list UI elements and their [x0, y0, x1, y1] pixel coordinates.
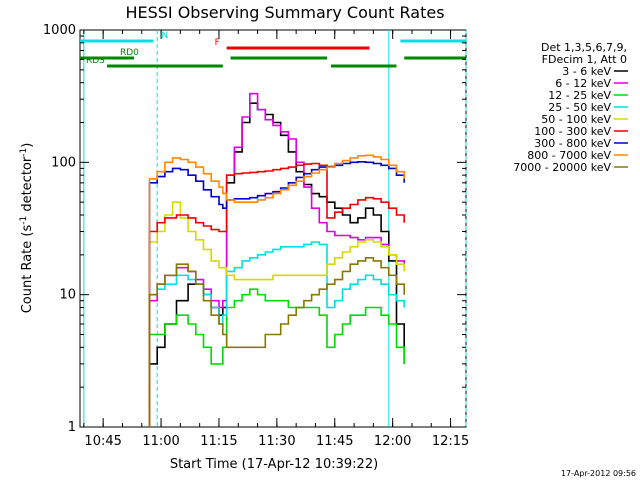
y-axis-label-part: Count Rate (s	[20, 225, 35, 314]
y-axis-label-part: -1	[19, 148, 29, 157]
series-lines	[148, 92, 405, 427]
y-axis-label: Count Rate (s-1 detector-1)	[19, 143, 35, 314]
y-axis-label-part: detector	[20, 156, 35, 216]
y-tick-label: 1000	[43, 23, 76, 38]
orbit-markers	[83, 30, 467, 427]
y-axis-label-part: )	[20, 143, 35, 148]
y-axis-label-part: -1	[19, 216, 29, 225]
legend: Det 1,3,5,6,7,9,FDecim 1, Att 03 - 6 keV…	[513, 41, 628, 174]
series-line	[148, 161, 405, 427]
status-bars: N F RD0 RDS	[80, 31, 466, 68]
series-line	[148, 288, 405, 427]
legend-entry-label: 50 - 100 keV	[541, 113, 611, 126]
y-tick-label: 100	[51, 155, 76, 170]
status-bar-label: N	[161, 31, 168, 41]
status-bar-label: RD0	[120, 48, 139, 58]
x-tick-label: 12:15	[432, 434, 469, 449]
legend-header: Det 1,3,5,6,7,9,	[541, 41, 627, 54]
x-tick-label: 11:45	[316, 434, 353, 449]
legend-entry-label: 300 - 800 keV	[534, 137, 611, 150]
chart-title: HESSI Observing Summary Count Rates	[125, 3, 444, 22]
status-bar-label: F	[215, 38, 220, 48]
legend-entry-label: 7000 - 20000 keV	[513, 161, 611, 174]
y-axis: 1 10 100 1000	[43, 23, 466, 435]
x-axis: 10:45 11:00 11:15 11:30 11:45 12:00 12:15	[83, 30, 469, 449]
plot-frame	[79, 29, 467, 428]
timestamp: 17-Apr-2012 09:56	[561, 469, 636, 478]
series-line	[148, 201, 405, 427]
series-line	[148, 257, 405, 427]
y-tick-label: 10	[59, 288, 76, 303]
legend-entry-label: 6 - 12 keV	[555, 77, 611, 90]
x-tick-label: 12:00	[374, 434, 411, 449]
legend-entry-label: 800 - 7000 keV	[527, 149, 611, 162]
y-tick-label: 1	[68, 420, 76, 435]
legend-entry-label: 25 - 50 keV	[548, 101, 611, 114]
x-axis-label: Start Time (17-Apr-12 10:39:22)	[170, 457, 378, 472]
x-tick-label: 10:45	[84, 434, 121, 449]
x-tick-label: 11:00	[142, 434, 179, 449]
series-line	[148, 154, 405, 427]
series-line	[148, 162, 405, 427]
x-tick-label: 11:15	[200, 434, 237, 449]
legend-entry-label: 100 - 300 keV	[534, 125, 611, 138]
x-tick-label: 11:30	[258, 434, 295, 449]
status-bar-label: RDS	[86, 56, 105, 66]
legend-entry-label: 3 - 6 keV	[562, 65, 611, 78]
legend-header: FDecim 1, Att 0	[542, 53, 627, 66]
legend-entry-label: 12 - 25 keV	[548, 89, 611, 102]
